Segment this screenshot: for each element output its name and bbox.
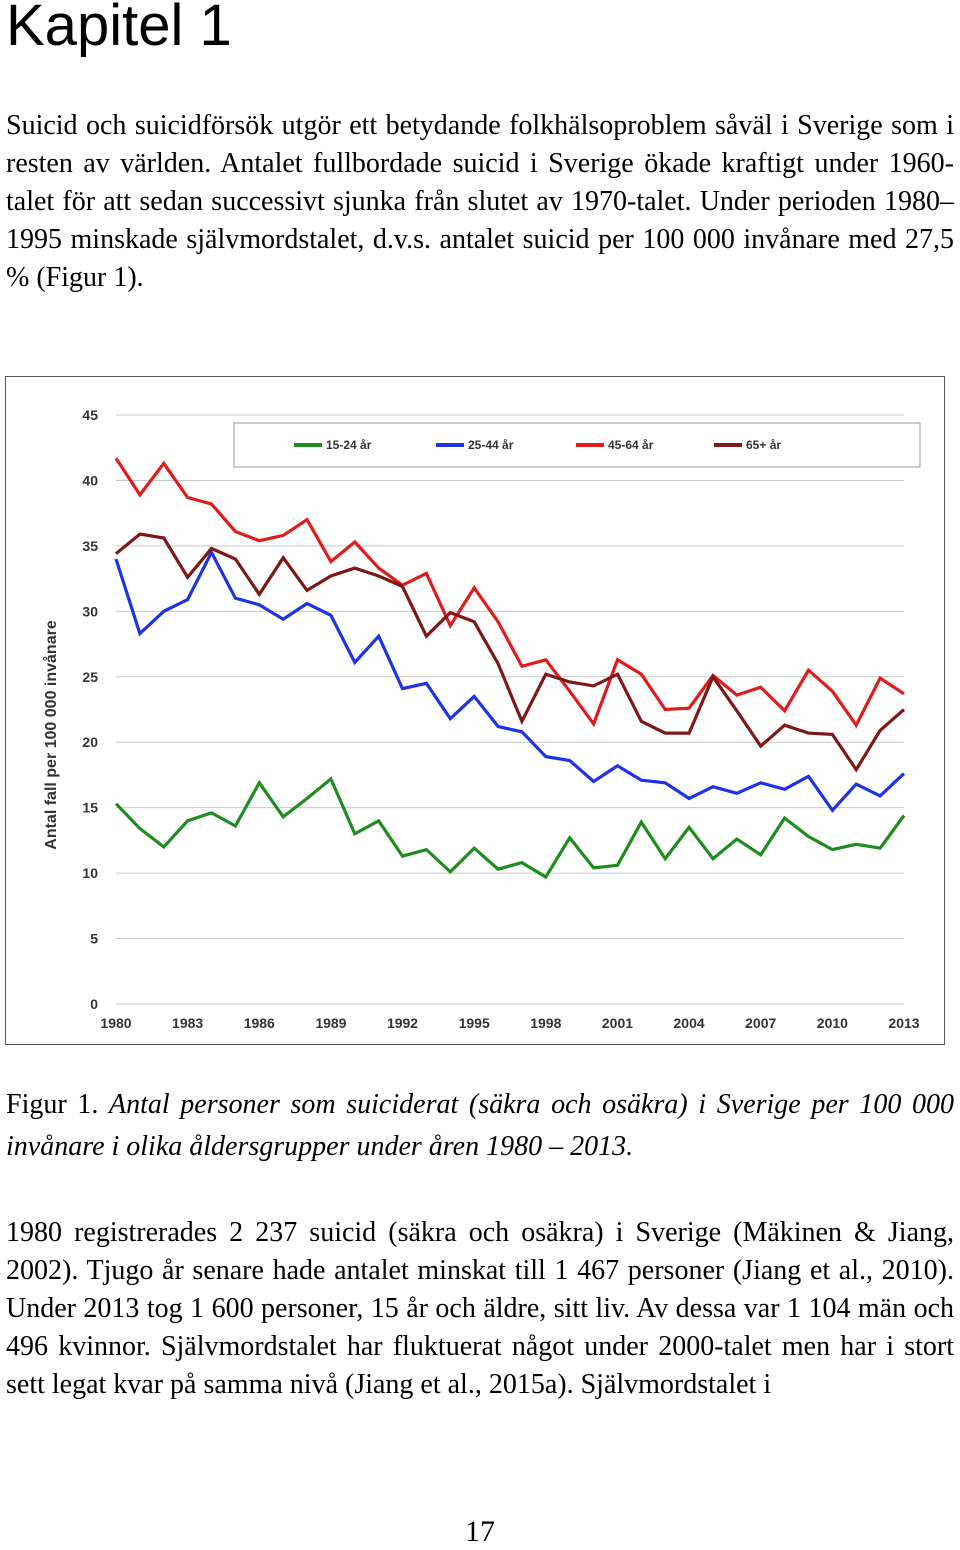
x-tick-label: 1986	[244, 1015, 275, 1031]
x-tick-label: 2001	[602, 1015, 633, 1031]
series-line	[114, 776, 906, 880]
legend-label: 65+ år	[746, 438, 781, 452]
series-line	[114, 532, 906, 773]
figure-caption-label: Figur 1.	[6, 1089, 99, 1120]
x-tick-label: 1980	[100, 1015, 131, 1031]
y-tick-label: 40	[82, 472, 98, 488]
intro-paragraph: Suicid och suicidförsök utgör ett betyda…	[6, 110, 954, 293]
x-tick-label: 1989	[315, 1015, 346, 1031]
x-tick-label: 1995	[459, 1015, 490, 1031]
legend-label: 45-64 år	[608, 438, 654, 452]
legend-label: 25-44 år	[468, 438, 514, 452]
figure-caption-text: Antal personer som suiciderat (säkra och…	[6, 1089, 955, 1162]
x-tick-label: 1998	[530, 1015, 561, 1031]
y-tick-label: 45	[82, 407, 98, 423]
x-tick-label: 2004	[674, 1015, 705, 1031]
y-tick-label: 10	[82, 865, 98, 881]
figure-caption: Figur 1. Antal personer som suiciderat (…	[6, 1084, 954, 1168]
x-tick-label: 2010	[817, 1015, 848, 1031]
y-tick-label: 15	[82, 800, 98, 816]
x-tick-label: 1983	[172, 1015, 203, 1031]
y-axis-ticks: 0 5 10 15 20 25 30 35 40 45	[82, 407, 98, 1012]
series-line	[114, 457, 905, 729]
legend: 15-24 år 25-44 år 45-64 år 65+ år	[294, 438, 781, 452]
y-axis-label: Antal fall per 100 000 invånare	[42, 620, 60, 850]
x-tick-label: 2007	[745, 1015, 776, 1031]
y-tick-label: 35	[82, 538, 98, 554]
series-line	[114, 548, 906, 813]
chapter-heading: Kapitel 1	[6, 0, 232, 58]
y-tick-label: 0	[90, 996, 98, 1012]
y-tick-label: 25	[82, 669, 98, 685]
legend-label: 15-24 år	[326, 438, 372, 452]
x-tick-label: 2013	[888, 1015, 919, 1031]
page-number: 17	[465, 1515, 495, 1548]
body-paragraph: 1980 registrerades 2 237 suicid (säkra o…	[6, 1217, 954, 1400]
x-tick-label: 1992	[387, 1015, 418, 1031]
figure-1-chart: 0 5 10 15 20 25 30 35 40 45 1980 1983 1986 1989 1992 1…	[5, 376, 945, 1045]
series-lines	[114, 457, 906, 880]
y-tick-label: 5	[90, 931, 98, 947]
y-tick-label: 30	[82, 603, 98, 619]
y-tick-label: 20	[82, 734, 98, 750]
x-axis-ticks: 1980 1983 1986 1989 1992 1995 1998 2001 2004 2007…	[100, 1015, 919, 1031]
